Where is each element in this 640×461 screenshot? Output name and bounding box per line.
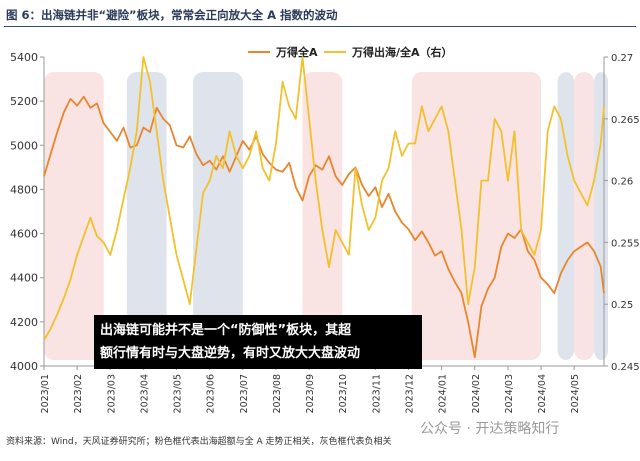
series-line-0 [43,95,605,359]
legend: 万得全A 万得出海/全A（右） [0,44,640,64]
gray-box-3 [594,72,608,360]
x-tick-label-1: 2023/02 [73,374,84,413]
y-left-tick-label-5: 5000 [10,139,38,152]
watermark: 公众号 · 开达策略知行 [420,421,560,437]
y-right-tick-label-5: 0.27 [611,53,633,64]
figure-title: 图 6：出海链并非“避险”板块，常常会正向放大全 A 指数的波动 [6,8,338,22]
legend-label-ratio: 万得出海/全A（右） [352,46,453,59]
y-left-tick-label-1: 4200 [10,316,38,329]
y-right-tick-label-0: 0.245 [611,362,640,373]
x-tick-label-2: 2023/03 [106,374,117,413]
x-tick-label-3: 2023/04 [139,374,150,413]
gray-box-1 [193,72,243,360]
x-tick-label-14: 2024/03 [504,374,515,413]
series-line-1 [43,56,605,341]
source-note: 资料来源：Wind，天风证券研究所；粉色框代表出海超额与全 A 走势正相关，灰色… [6,437,392,447]
x-tick-label-4: 2023/05 [173,374,184,413]
annotation-line-1: 出海链可能并不是一个“防御性”板块，其超 [100,323,352,338]
y-right-tick-label-1: 0.25 [611,300,633,311]
x-tick-label-12: 2024/01 [438,374,449,413]
x-tick-label-9: 2023/10 [338,374,349,413]
y-right-tick-label-2: 0.255 [611,238,640,249]
legend-swatch-ratio [324,50,346,54]
x-tick-label-6: 2023/07 [239,374,250,413]
annotation-box: 出海链可能并不是一个“防御性”板块，其超 额行情有时与大盘逆势，有时又放大大盘波… [94,315,422,369]
x-tick-label-11: 2023/12 [404,374,415,413]
y-left-tick-label-6: 5200 [10,95,38,108]
y-left-tick-label-4: 4800 [10,183,38,196]
x-tick-label-7: 2023/08 [272,374,283,413]
x-tick-label-16: 2024/05 [570,374,581,413]
y-left-tick-label-7: 5400 [10,51,38,64]
pink-box-3 [574,72,595,360]
pink-box-2 [411,72,542,360]
x-tick-label-13: 2024/02 [471,374,482,413]
annotation-line-2: 额行情有时与大盘逆势，有时又放大大盘波动 [100,346,361,361]
x-tick-label-5: 2023/06 [206,374,217,413]
x-tick-label-10: 2023/11 [371,374,382,413]
y-left-tick-label-0: 4000 [10,360,38,373]
x-tick-label-8: 2023/09 [305,374,316,413]
gray-box-2 [557,72,575,360]
y-right-tick-label-4: 0.265 [611,115,640,126]
legend-swatch-wande [248,50,270,54]
legend-item-ratio: 万得出海/全A（右） [324,44,453,60]
x-tick-label-0: 2023/01 [40,374,51,413]
legend-item-wande: 万得全A [248,44,318,60]
x-tick-label-15: 2024/04 [537,374,548,413]
title-rule [4,26,636,28]
y-right-tick-label-3: 0.26 [611,177,633,188]
y-left-tick-label-3: 4600 [10,228,38,241]
pink-box-0 [44,72,104,360]
legend-label-wande: 万得全A [276,46,318,59]
y-left-tick-label-2: 4400 [10,272,38,285]
